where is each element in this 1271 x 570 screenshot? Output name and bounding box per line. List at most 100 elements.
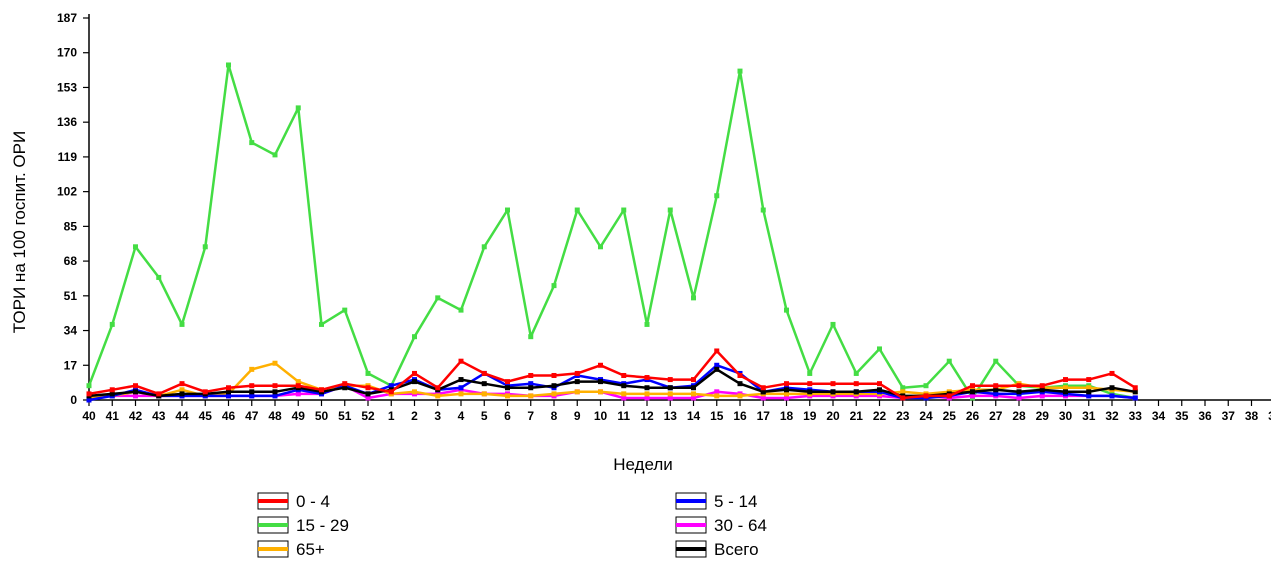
data-point [458, 307, 464, 313]
data-point [133, 244, 138, 250]
data-point [621, 383, 627, 389]
data-point [1086, 385, 1092, 391]
x-tick-label: 2 [411, 409, 418, 423]
data-point [179, 391, 185, 397]
data-point [528, 381, 534, 387]
data-point [458, 385, 464, 391]
data-point [574, 370, 580, 376]
data-point [760, 207, 766, 213]
x-tick-label: 11 [617, 409, 630, 423]
y-tick-label: 136 [57, 115, 77, 129]
data-point [946, 358, 952, 364]
data-point [1063, 377, 1068, 383]
y-tick-label: 68 [64, 254, 78, 268]
y-axis-ticks: 0 17 34 51 68 85 102 119 136 153 170 187 [57, 11, 89, 407]
data-point [970, 389, 975, 395]
legend: 0 - 4 5 - 14 15 - 29 30 - 64 65+ Всего [257, 492, 767, 559]
data-point [388, 383, 394, 389]
data-point [877, 346, 882, 352]
data-point [691, 377, 696, 383]
data-point [86, 383, 92, 389]
x-tick-label: 37 [1222, 409, 1236, 423]
data-point [598, 244, 603, 250]
data-point [412, 389, 417, 395]
data-point [1016, 383, 1022, 389]
legend-item: 30 - 64 [675, 516, 767, 535]
data-point [365, 391, 371, 397]
data-point [644, 395, 650, 401]
data-point [644, 385, 650, 391]
series-line [88, 368, 1136, 398]
data-point [877, 381, 882, 387]
data-point [249, 140, 255, 146]
data-point [574, 389, 580, 395]
legend-item: Всего [675, 540, 759, 559]
x-tick-label: 3 [434, 409, 441, 423]
data-point [365, 370, 371, 376]
x-tick-label: 4 [458, 409, 465, 423]
x-tick-label: 33 [1129, 409, 1143, 423]
data-point [993, 391, 999, 397]
data-point [458, 377, 464, 383]
data-point [830, 381, 836, 387]
x-tick-label: 31 [1082, 409, 1096, 423]
data-point [667, 395, 673, 401]
data-point [505, 379, 510, 385]
x-tick-label: 45 [199, 409, 213, 423]
data-point [667, 377, 673, 383]
data-point [644, 375, 650, 381]
data-point [1039, 393, 1045, 399]
data-point [295, 383, 301, 389]
data-point [226, 389, 231, 395]
legend-label: 5 - 14 [714, 492, 757, 511]
data-point [458, 391, 464, 397]
data-point [226, 393, 231, 399]
data-point [691, 295, 696, 301]
data-point [295, 391, 301, 397]
data-point [1132, 395, 1138, 401]
x-tick-label: 28 [1012, 409, 1026, 423]
x-tick-label: 39 [1268, 409, 1271, 423]
data-point [388, 389, 394, 395]
data-point [435, 393, 441, 399]
legend-item: 5 - 14 [675, 492, 757, 511]
x-tick-label: 16 [733, 409, 747, 423]
data-point [1039, 383, 1045, 389]
data-point [481, 370, 487, 376]
data-point [714, 348, 720, 354]
data-point [86, 391, 92, 397]
x-tick-label: 10 [594, 409, 608, 423]
x-tick-label: 7 [527, 409, 534, 423]
x-tick-label: 6 [504, 409, 511, 423]
x-tick-label: 1 [388, 409, 395, 423]
legend-label: 0 - 4 [296, 492, 330, 511]
x-tick-label: 22 [873, 409, 887, 423]
x-tick-label: 24 [919, 409, 933, 423]
data-point [900, 385, 906, 391]
x-tick-label: 23 [896, 409, 910, 423]
data-point [853, 370, 859, 376]
x-tick-label: 18 [780, 409, 794, 423]
x-tick-label: 13 [664, 409, 678, 423]
data-point [226, 385, 231, 391]
data-point [1086, 389, 1092, 395]
x-axis-ticks: 40 41 42 43 44 45 46 47 48 49 50 51 52 1 2 3 4 5 6 7 8 9 10 11 1… [82, 400, 1271, 423]
data-point [202, 389, 208, 395]
data-point [458, 358, 464, 364]
x-tick-label: 8 [551, 409, 558, 423]
data-point [807, 389, 813, 395]
data-point [505, 393, 510, 399]
data-point [760, 389, 766, 395]
data-point [1016, 389, 1022, 395]
data-point [109, 321, 115, 327]
data-point [272, 389, 278, 395]
y-axis-label: ТОРИ на 100 госпит. ОРИ [10, 131, 29, 333]
data-point [272, 383, 278, 389]
data-point [1109, 370, 1115, 376]
data-point [970, 393, 975, 399]
data-point [1086, 377, 1092, 383]
data-point [807, 370, 813, 376]
y-tick-label: 17 [64, 358, 78, 372]
x-tick-label: 9 [574, 409, 581, 423]
data-point [86, 397, 92, 403]
